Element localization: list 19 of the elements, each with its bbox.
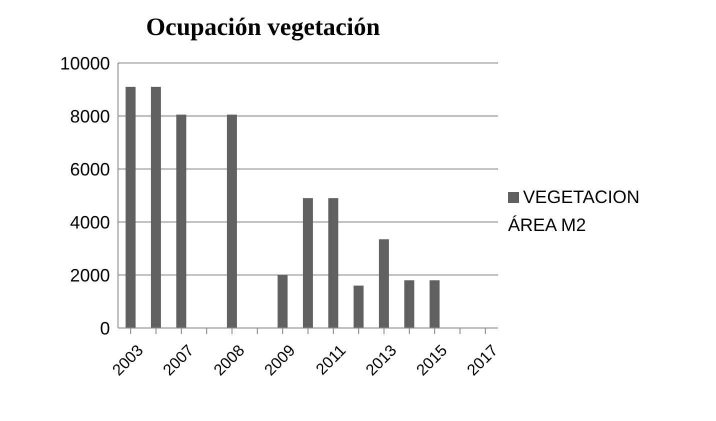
bar [126, 86, 136, 328]
bar [354, 286, 364, 328]
bar [150, 86, 161, 328]
bar [278, 275, 288, 328]
y-tick-label: 0 [100, 318, 110, 338]
y-tick-label: 10000 [60, 53, 110, 74]
y-tick-label: 4000 [70, 212, 110, 232]
legend-label: VEGETACION ÁREA M2 [508, 186, 640, 234]
chart-title: Ocupación vegetación [144, 14, 381, 42]
bar [176, 114, 186, 328]
bar [378, 239, 389, 328]
y-tick-label: 2000 [70, 265, 110, 286]
bar [430, 280, 440, 328]
y-tick-label: 6000 [70, 159, 110, 180]
y-tick-label: 8000 [70, 106, 110, 126]
bar [404, 280, 414, 328]
bar [302, 198, 313, 328]
bar [328, 198, 338, 328]
bar [226, 114, 237, 328]
